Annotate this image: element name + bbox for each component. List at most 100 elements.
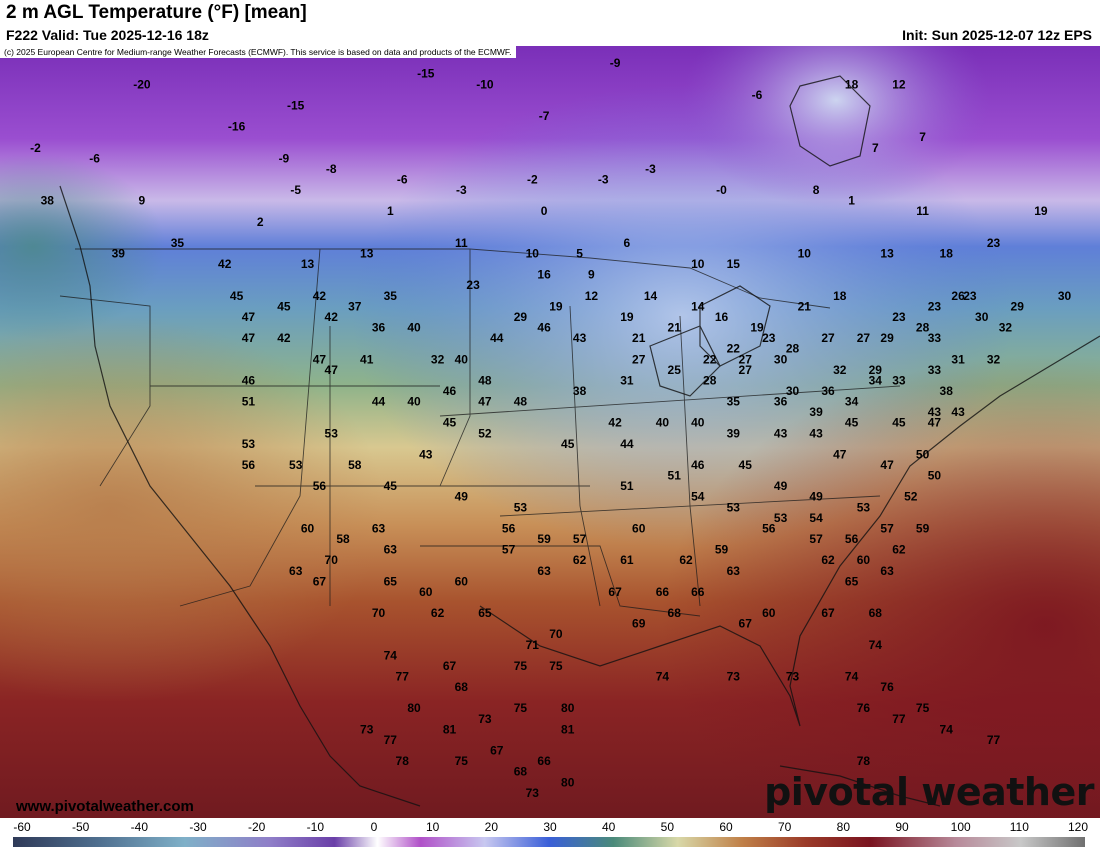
- temperature-label: 62: [431, 606, 445, 620]
- temperature-label: 23: [987, 236, 1001, 250]
- temperature-label: 46: [242, 373, 256, 387]
- temperature-label: 81: [443, 722, 457, 736]
- temperature-label: 53: [514, 500, 528, 514]
- temperature-label: 57: [502, 543, 516, 557]
- temperature-label: 59: [715, 543, 729, 557]
- legend-color-ramp: [13, 837, 1085, 847]
- temperature-label: 81: [561, 722, 575, 736]
- temperature-label: 60: [455, 574, 469, 588]
- temperature-label: 51: [668, 469, 682, 483]
- pacific-northwest-region: [0, 46, 1100, 818]
- legend-tick-16: 100: [950, 820, 971, 834]
- temperature-label: 34: [845, 395, 859, 409]
- temperature-label: 30: [774, 352, 788, 366]
- temperature-label: -8: [326, 162, 337, 176]
- init-time: Init: Sun 2025-12-07 12z EPS: [902, 27, 1092, 43]
- temperature-label: 68: [455, 680, 469, 694]
- temperature-label: 46: [691, 458, 705, 472]
- temperature-label: 33: [928, 363, 942, 377]
- temperature-label: 76: [857, 701, 871, 715]
- temperature-label: 32: [987, 352, 1001, 366]
- temperature-label: 9: [588, 268, 595, 282]
- temperature-label: 65: [845, 574, 859, 588]
- temperature-label: 67: [490, 744, 504, 758]
- temperature-label: 1: [387, 204, 394, 218]
- temperature-label: 56: [242, 458, 256, 472]
- temperature-label: 48: [514, 395, 528, 409]
- temperature-label: 16: [537, 268, 551, 282]
- temperature-label: 80: [407, 701, 421, 715]
- temperature-labels: -20 -15 -15 -10 -9 -7 -6 -16 -2 -6 -9 -8 -6 -3 -2 -3 -3 0…: [30, 56, 1071, 800]
- temperature-label: 73: [727, 670, 741, 684]
- temperature-label: 37: [348, 299, 362, 313]
- temperature-label: 53: [857, 500, 871, 514]
- temperature-label: 49: [809, 490, 823, 504]
- temperature-label: 43: [928, 405, 942, 419]
- temperature-label: 28: [786, 342, 800, 356]
- temperature-label: 18: [940, 247, 954, 261]
- temperature-label: 53: [325, 426, 339, 440]
- temperature-label: 75: [514, 701, 528, 715]
- temperature-label: 47: [242, 310, 256, 324]
- legend-ticks: -60 -50 -40 -30 -20 -10 0 10 20 30 40 50 60 70 80 90 100…: [0, 818, 1100, 834]
- temperature-map[interactable]: -20 -15 -15 -10 -9 -7 -6 -16 -2 -6 -9 -8 -6 -3 -2 -3 -3 0…: [0, 46, 1100, 818]
- temperature-label: 1: [848, 194, 855, 208]
- temperature-label: 28: [703, 373, 717, 387]
- temperature-label: 40: [407, 395, 421, 409]
- temperature-label: 63: [727, 564, 741, 578]
- temperature-label: 53: [774, 511, 788, 525]
- temperature-label: 14: [691, 299, 705, 313]
- legend-tick-14: 80: [836, 820, 851, 834]
- temperature-label: 54: [691, 490, 705, 504]
- temperature-label: 18: [845, 77, 859, 91]
- legend-tick-5: -10: [306, 820, 324, 834]
- legend-tick-18: 120: [1067, 820, 1089, 834]
- temperature-label: 47: [242, 331, 256, 345]
- temperature-label: 40: [656, 416, 670, 430]
- temperature-label: 45: [230, 289, 244, 303]
- temperature-label: 45: [561, 437, 575, 451]
- temperature-label: 42: [218, 257, 232, 271]
- temperature-label: 39: [112, 247, 126, 261]
- temperature-label: 62: [892, 543, 906, 557]
- temperature-label: 29: [1011, 299, 1025, 313]
- temperature-label: 5: [576, 247, 583, 261]
- coastlines: [59, 75, 1100, 807]
- temperature-label: 35: [727, 395, 741, 409]
- legend-tick-7: 10: [425, 820, 440, 834]
- temperature-label: 60: [762, 606, 776, 620]
- temperature-label: 23: [928, 299, 942, 313]
- temperature-label: 57: [880, 522, 894, 536]
- temperature-label: -3: [598, 173, 609, 187]
- temperature-label: 14: [644, 289, 658, 303]
- temperature-label: -10: [476, 77, 494, 91]
- temperature-label: 12: [585, 289, 599, 303]
- temperature-label: 38: [41, 194, 55, 208]
- temperature-label: 66: [656, 585, 670, 599]
- temperature-label: 10: [526, 247, 540, 261]
- temperature-label: 42: [608, 416, 622, 430]
- legend-tick-0: -60: [13, 820, 31, 834]
- temperature-label: 77: [892, 712, 906, 726]
- temperature-label: 32: [431, 352, 445, 366]
- temperature-label: 39: [809, 405, 823, 419]
- temperature-label: 22: [703, 352, 717, 366]
- temperature-label: 45: [845, 416, 859, 430]
- temperature-label: 10: [691, 257, 705, 271]
- temperature-label: 75: [916, 701, 930, 715]
- temperature-label: 18: [833, 289, 847, 303]
- temperature-label: 70: [549, 627, 563, 641]
- temperature-label: 57: [809, 532, 823, 546]
- legend-tick-3: -30: [189, 820, 207, 834]
- temperature-label: 45: [739, 458, 753, 472]
- temperature-label: 46: [537, 321, 551, 335]
- temperature-label: 43: [774, 426, 788, 440]
- temperature-label: 56: [502, 522, 516, 536]
- temperature-label: 8: [813, 183, 820, 197]
- temperature-label: 68: [668, 606, 682, 620]
- temperature-label: -5: [290, 183, 301, 197]
- valid-time: F222 Valid: Tue 2025-12-16 18z: [6, 27, 209, 43]
- temperature-label: -6: [397, 173, 408, 187]
- temperature-label: 77: [396, 670, 410, 684]
- temperature-label: 42: [277, 331, 291, 345]
